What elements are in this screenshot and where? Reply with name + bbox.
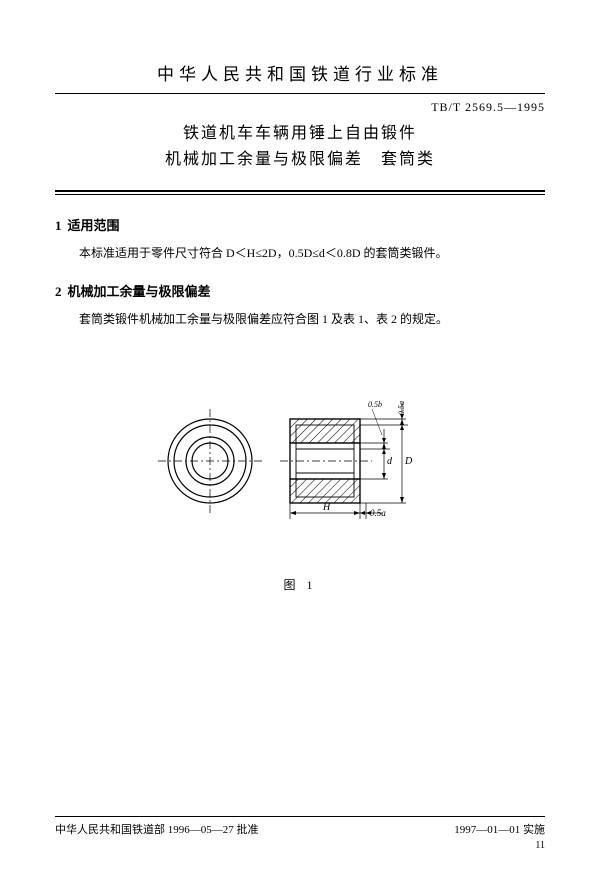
section-2-heading: 2 机械加工余量与极限偏差 [55,281,545,300]
label-D: D [404,456,413,467]
approval-text: 中华人民共和国铁道部 1996—05—27 批准 [55,821,259,837]
section-1-body: 本标准适用于零件尺寸符合 D＜H≤2D，0.5D≤d＜0.8D 的套筒类锻件。 [55,242,545,265]
section-1-title: 适用范围 [68,218,120,233]
rule-double-bot [55,194,545,195]
section-2-num: 2 [55,284,62,299]
figure-1: H 0.5a D d [55,381,545,593]
section-2-body: 套筒类锻件机械加工余量与极限偏差应符合图 1 及表 1、表 2 的规定。 [55,308,545,331]
standard-code: TB/T 2569.5—1995 [55,100,545,115]
figure-caption: 图 1 [55,576,545,593]
doc-title-line1: 铁道机车车辆用锤上自由锻件 [55,121,545,147]
section-1-heading: 1 适用范围 [55,215,545,234]
label-half-a-bot: 0.5a [370,508,386,518]
page-number: 11 [55,840,545,851]
page-footer: 中华人民共和国铁道部 1996—05—27 批准 1997—01—01 实施 1… [55,812,545,851]
document-title: 铁道机车车辆用锤上自由锻件 机械加工余量与极限偏差 套筒类 [55,121,545,172]
org-title: 中华人民共和国铁道行业标准 [55,60,545,85]
effective-text: 1997—01—01 实施 [454,821,545,837]
rule-double-top [55,190,545,192]
front-view [158,409,262,513]
sleeve-diagram: H 0.5a D d [150,381,450,541]
doc-title-line2: 机械加工余量与极限偏差 套筒类 [55,147,545,173]
label-half-b: 0.5b [368,400,382,409]
dim-half-b: 0.5b [360,400,390,454]
rule-footer [55,816,545,817]
label-h: H [322,502,331,513]
section-1-num: 1 [55,218,62,233]
label-d: d [387,456,393,467]
dim-half-a-bot: 0.5a [360,503,386,519]
label-half-a-top: 0.5a [397,401,406,415]
section-2-title: 机械加工余量与极限偏差 [68,284,211,299]
dim-h: H [290,502,360,519]
rule-top [55,93,545,94]
side-section [280,419,372,503]
